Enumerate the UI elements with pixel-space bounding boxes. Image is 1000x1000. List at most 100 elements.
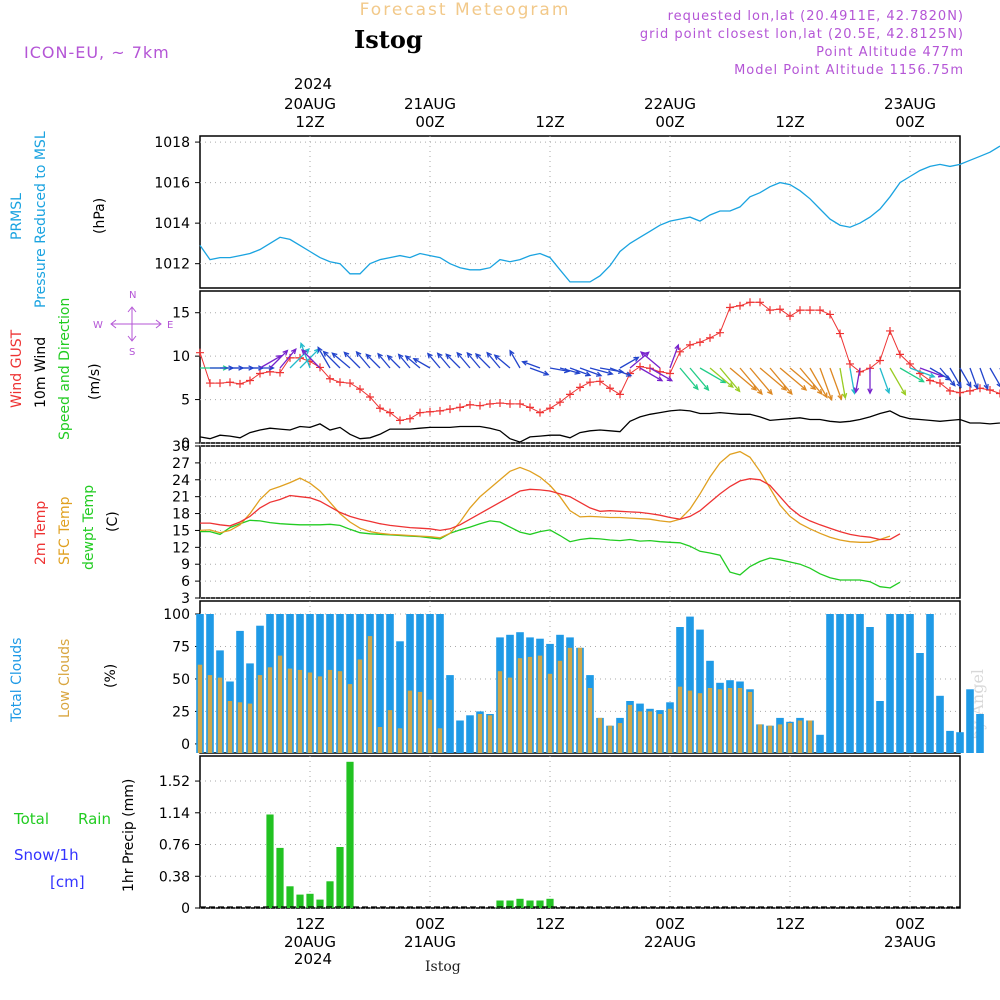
- wind-arrow-head: [966, 381, 972, 389]
- gust-marker: [466, 400, 474, 409]
- gust-marker: [196, 348, 204, 357]
- low-clouds-bar: [487, 715, 493, 753]
- ytick-label-temp-9: 30: [172, 439, 190, 455]
- requested-coordinates: requested lon,lat (20.4911E, 42.7820N): [667, 9, 964, 24]
- total-clouds-bar: [896, 614, 904, 753]
- low-clouds-bar: [297, 669, 303, 753]
- footer-station: Istog: [425, 959, 461, 975]
- total-clouds-bar: [826, 614, 834, 753]
- wind-arrow-head: [983, 383, 989, 391]
- wind-arrow: [589, 367, 613, 375]
- model-point-altitude: Model Point Altitude 1156.75m: [734, 63, 964, 78]
- wind-arrow: [640, 351, 661, 369]
- wind-arrow: [259, 355, 282, 369]
- wind-arrow: [749, 367, 773, 395]
- wind-arrow-head: [268, 365, 275, 371]
- label-cm: [cm]: [50, 873, 85, 891]
- top-hour-label-0: 12Z: [295, 113, 324, 131]
- wind-arrow: [899, 367, 924, 383]
- low-clouds-bar: [597, 717, 603, 753]
- total-clouds-bar: [816, 734, 824, 753]
- precip-bar: [506, 900, 514, 908]
- gust-marker: [456, 403, 464, 412]
- wind-arrow-head: [816, 388, 823, 396]
- precip-bar: [496, 900, 504, 908]
- bottom-hour-label-2: 12Z: [535, 915, 564, 933]
- ytick-label-precip-4: 1.52: [159, 774, 190, 790]
- top-hour-label-3: 00Z: [655, 113, 684, 131]
- wind-arrow: [509, 350, 521, 369]
- wind-arrow: [445, 353, 461, 369]
- wind-arrow-head: [595, 371, 603, 377]
- gust-marker: [846, 359, 854, 368]
- wind-arrow: [739, 367, 763, 395]
- gust-marker: [606, 384, 614, 393]
- wind-arrow-head: [290, 348, 297, 355]
- bottom-hour-label-4: 12Z: [775, 915, 804, 933]
- wind-arrow-head: [343, 351, 350, 358]
- gust-marker: [556, 398, 564, 407]
- low-clouds-bar: [327, 669, 333, 753]
- top-hour-label-1: 00Z: [415, 113, 444, 131]
- wind-arrow: [269, 350, 288, 369]
- wind-arrow-head: [386, 354, 393, 361]
- wind-arrow: [377, 353, 391, 369]
- low-clouds-bar: [397, 728, 403, 753]
- low-clouds-bar: [777, 724, 783, 753]
- gust-marker: [436, 406, 444, 415]
- wind-arrow-head: [301, 349, 308, 356]
- total-clouds-bar: [906, 614, 914, 753]
- bottom-date-label-0: 20AUG: [284, 933, 336, 951]
- gust-marker: [816, 306, 824, 315]
- wind-arrow: [279, 348, 297, 369]
- total-clouds-bar: [376, 614, 384, 753]
- top-date-label-1: 21AUG: [404, 95, 456, 113]
- low-clouds-bar: [277, 655, 283, 753]
- low-clouds-bar: [587, 688, 593, 753]
- gust-marker: [686, 340, 694, 349]
- gust-marker: [746, 298, 754, 307]
- wind-arrow: [909, 367, 935, 378]
- low-clouds-bar: [357, 659, 363, 753]
- wind-arrow-head: [757, 389, 763, 396]
- wind-arrow: [300, 343, 311, 369]
- total-clouds-bar: [686, 616, 694, 753]
- precip-bar: [316, 899, 324, 908]
- wind-arrow-head: [884, 387, 891, 395]
- top-hour-label-2: 12Z: [535, 113, 564, 131]
- label-total: Total: [14, 810, 50, 828]
- wind-speed-line: [199, 409, 1000, 443]
- label-snow: Snow/1h: [14, 846, 79, 864]
- wind-arrow: [989, 367, 1000, 387]
- low-clouds-bar: [737, 688, 743, 753]
- total-clouds-bar: [956, 732, 964, 753]
- gust-marker: [996, 389, 1000, 398]
- ytick-label-clouds-3: 75: [172, 639, 190, 655]
- gust-marker: [836, 329, 844, 338]
- low-clouds-bar: [667, 708, 673, 753]
- low-clouds-bar: [257, 675, 263, 753]
- ytick-label-wind-1: 5: [181, 393, 190, 409]
- gust-marker: [986, 386, 994, 395]
- wind-arrow: [669, 344, 679, 369]
- low-clouds-bar: [567, 647, 573, 753]
- wind-arrow-head: [692, 384, 699, 391]
- wind-arrow-head: [837, 394, 843, 401]
- wind-arrow: [779, 367, 807, 391]
- total-clouds-bar: [346, 614, 354, 753]
- wind-arrow: [799, 367, 823, 395]
- wind-arrow-head: [377, 352, 383, 359]
- total-clouds-bar: [436, 614, 444, 753]
- total-clouds-bar: [836, 614, 844, 753]
- wind-arrow: [343, 351, 361, 369]
- gust-marker: [546, 404, 554, 413]
- wind-arrow-head: [509, 349, 515, 356]
- gust-marker: [566, 390, 574, 399]
- wind-arrow: [619, 356, 639, 369]
- low-clouds-bar: [757, 724, 763, 753]
- gust-marker: [956, 388, 964, 397]
- ytick-label-clouds-0: 0: [181, 737, 190, 753]
- wind-arrow-head: [918, 377, 925, 383]
- bottom-date-label-3: 22AUG: [644, 933, 696, 951]
- gust-marker: [946, 386, 954, 395]
